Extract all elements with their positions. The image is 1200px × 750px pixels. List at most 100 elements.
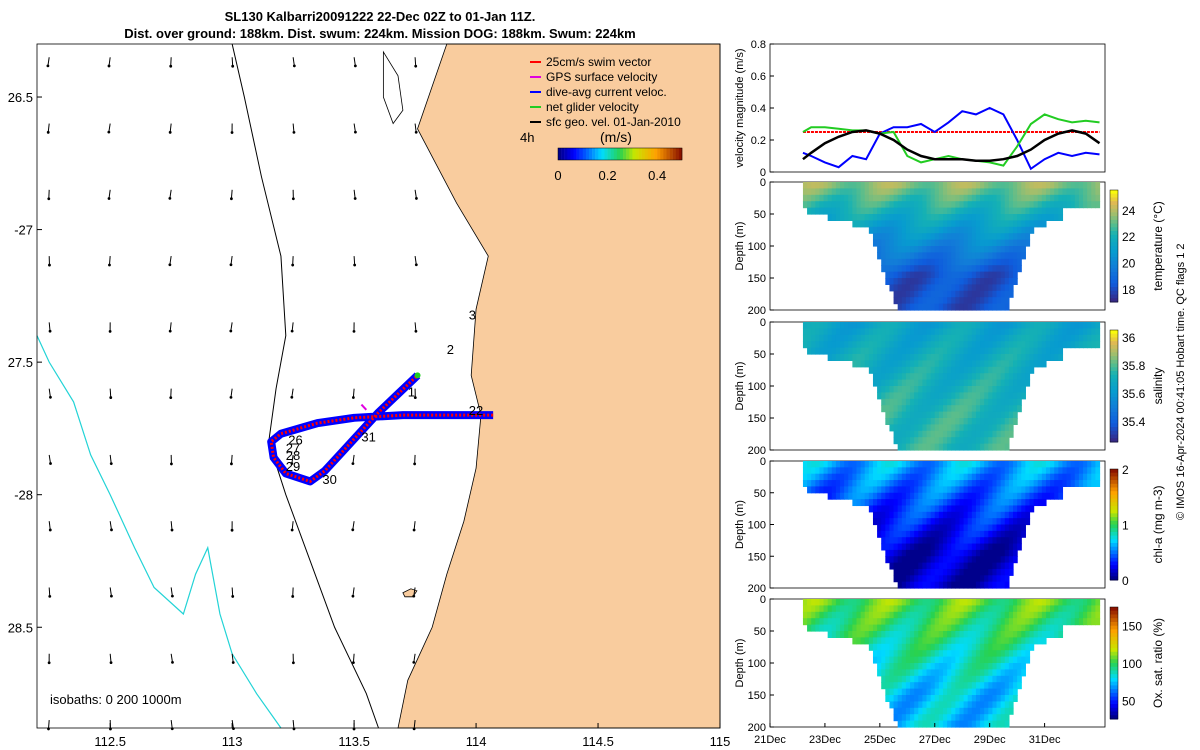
section-ytick-label: 150 — [748, 273, 766, 285]
section-cell — [942, 443, 948, 451]
section-cell — [1029, 220, 1035, 228]
colorbar-cell — [1110, 208, 1118, 213]
section-cell — [942, 233, 948, 241]
section-cell — [889, 688, 895, 696]
section-cell — [1017, 669, 1022, 677]
section-cell — [918, 366, 923, 374]
section-cell — [930, 334, 936, 342]
section-cell — [959, 707, 965, 715]
section-cell — [963, 714, 969, 722]
section-cell — [1078, 605, 1084, 613]
section-cell — [959, 505, 965, 513]
section-cell — [926, 424, 932, 432]
section-cell — [864, 631, 870, 638]
section-cell — [918, 518, 923, 526]
section-cell — [910, 562, 915, 570]
section-cell — [914, 631, 919, 638]
section-cell — [877, 505, 882, 513]
section-cell — [942, 549, 948, 557]
section-cell — [1000, 443, 1006, 451]
section-cell — [910, 549, 915, 557]
section-cell — [947, 418, 952, 425]
section-cell — [947, 392, 952, 400]
sfc-arrow — [230, 256, 233, 265]
section-cell — [897, 643, 903, 651]
colorbar-cell — [1110, 412, 1118, 417]
section-cell — [1058, 599, 1064, 606]
section-cell — [860, 214, 866, 221]
section-cell — [1013, 530, 1018, 538]
section-cell — [910, 411, 915, 419]
section-cell — [980, 568, 985, 576]
section-cell — [992, 669, 998, 677]
section-cell — [881, 188, 886, 196]
section-cell — [1037, 188, 1043, 196]
section-cell — [868, 467, 874, 475]
section-cell — [905, 360, 911, 368]
sfc-arrow — [108, 189, 111, 199]
section-cell — [951, 246, 956, 253]
section-cell — [901, 543, 907, 551]
section-cell — [947, 537, 952, 545]
colorbar-cell — [1110, 576, 1118, 581]
section-cell — [914, 467, 919, 475]
section-cell — [980, 618, 985, 626]
section-cell — [889, 518, 895, 526]
sfc-arrow — [169, 256, 172, 265]
section-cell — [905, 188, 911, 196]
sfc-arrow-head — [168, 197, 172, 200]
section-cell — [815, 611, 821, 619]
section-cell — [955, 682, 961, 690]
section-cell — [922, 688, 928, 696]
section-cell — [947, 233, 952, 241]
section-cell — [1078, 473, 1084, 481]
section-cell — [844, 347, 849, 355]
section-cell — [901, 418, 907, 425]
section-cell — [922, 373, 928, 381]
sfc-arrow — [292, 57, 295, 66]
section-cell — [918, 265, 923, 273]
section-cell — [955, 605, 961, 613]
section-cell — [914, 226, 919, 234]
section-cell — [1000, 207, 1006, 215]
section-cell — [848, 492, 853, 500]
section-cell — [1017, 467, 1022, 475]
section-cell — [942, 682, 948, 690]
section-cell — [1074, 194, 1080, 202]
section-cell — [905, 392, 911, 400]
section-cell — [840, 334, 845, 342]
section-cell — [967, 562, 973, 570]
section-cell — [926, 226, 932, 234]
section-cell — [934, 467, 940, 475]
sfc-arrow-head — [46, 130, 50, 134]
section-cell — [835, 354, 841, 361]
section-cell — [996, 605, 1002, 613]
section-cell — [1000, 322, 1006, 329]
section-cell — [897, 334, 903, 342]
section-cell — [905, 461, 911, 468]
section-cell — [1054, 467, 1059, 475]
section-cell — [914, 354, 919, 361]
section-cell — [807, 611, 812, 619]
section-cell — [1074, 605, 1080, 613]
section-cell — [947, 398, 952, 406]
section-cell — [963, 207, 969, 215]
section-cell — [889, 480, 895, 487]
section-cell — [980, 373, 985, 381]
section-cell — [942, 188, 948, 196]
section-cell — [930, 688, 936, 696]
section-cell — [910, 405, 915, 413]
section-cell — [980, 581, 985, 589]
section-cell — [827, 201, 833, 209]
section-cell — [942, 258, 948, 266]
section-cell — [1013, 631, 1018, 638]
colorbar-cell — [1110, 430, 1118, 436]
section-cell — [885, 611, 891, 619]
colorbar-cell — [1110, 513, 1118, 518]
section-cell — [893, 473, 899, 481]
section-cell — [922, 334, 928, 342]
section-cell — [823, 188, 829, 196]
section-cell — [996, 467, 1002, 475]
section-cell — [844, 618, 849, 626]
section-cell — [1017, 492, 1022, 500]
